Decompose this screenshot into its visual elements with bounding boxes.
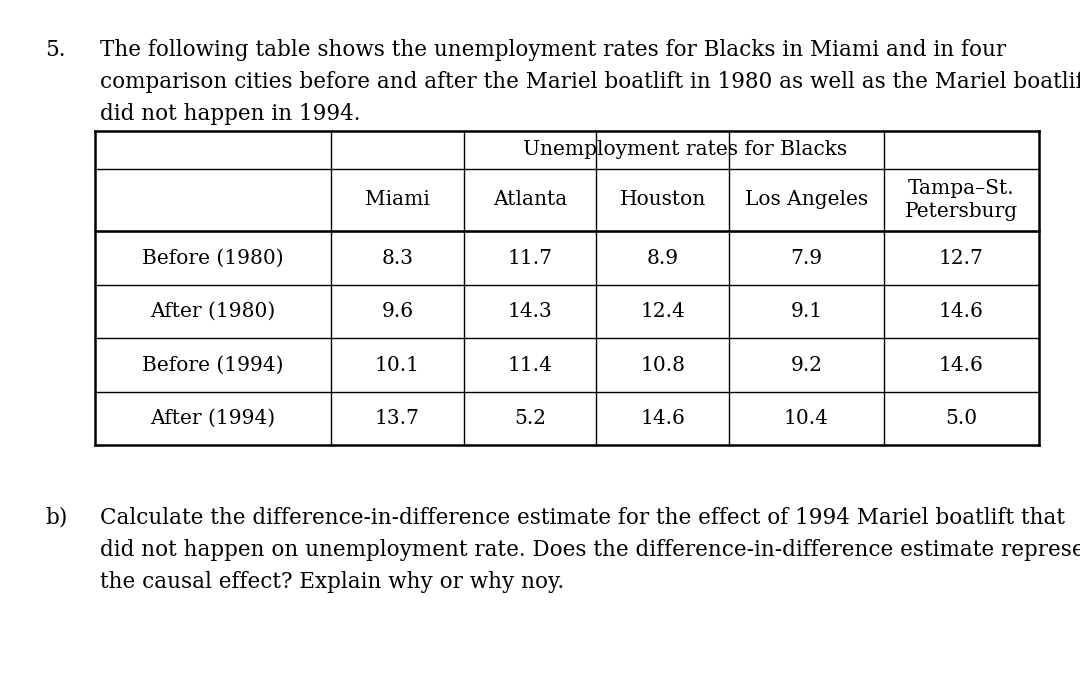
Text: 14.6: 14.6 [939, 356, 984, 375]
Text: Before (1980): Before (1980) [143, 249, 284, 268]
Text: Los Angeles: Los Angeles [745, 190, 868, 209]
Text: 11.4: 11.4 [508, 356, 552, 375]
Text: 5.0: 5.0 [945, 409, 977, 428]
Text: 9.2: 9.2 [791, 356, 822, 375]
Text: Atlanta: Atlanta [492, 190, 567, 209]
Text: 10.4: 10.4 [784, 409, 828, 428]
Text: the causal effect? Explain why or why noy.: the causal effect? Explain why or why no… [100, 571, 565, 593]
Text: b): b) [45, 507, 68, 528]
Text: 7.9: 7.9 [791, 249, 822, 268]
Text: Unemployment rates for Blacks: Unemployment rates for Blacks [523, 140, 847, 159]
Text: Before (1994): Before (1994) [143, 356, 284, 375]
Text: 9.1: 9.1 [791, 302, 822, 321]
Text: 14.6: 14.6 [939, 302, 984, 321]
Text: 8.9: 8.9 [647, 249, 678, 268]
Text: Calculate the difference-in-difference estimate for the effect of 1994 Mariel bo: Calculate the difference-in-difference e… [100, 507, 1066, 528]
Text: 5.2: 5.2 [514, 409, 545, 428]
Text: Houston: Houston [620, 190, 705, 209]
Text: 10.1: 10.1 [375, 356, 420, 375]
Text: comparison cities before and after the Mariel boatlift in 1980 as well as the Ma: comparison cities before and after the M… [100, 71, 1080, 93]
Text: 12.7: 12.7 [939, 249, 984, 268]
Text: Miami: Miami [365, 190, 430, 209]
Text: Tampa–St.
Petersburg: Tampa–St. Petersburg [905, 179, 1018, 221]
Text: 9.6: 9.6 [381, 302, 414, 321]
Text: did not happen on unemployment rate. Does the difference-in-difference estimate : did not happen on unemployment rate. Doe… [100, 539, 1080, 561]
Text: 8.3: 8.3 [381, 249, 414, 268]
Text: 14.6: 14.6 [640, 409, 685, 428]
Text: After (1994): After (1994) [150, 409, 275, 428]
Text: 11.7: 11.7 [508, 249, 552, 268]
Text: did not happen in 1994.: did not happen in 1994. [100, 103, 361, 125]
Text: 5.: 5. [45, 39, 66, 61]
Text: 10.8: 10.8 [640, 356, 685, 375]
Text: After (1980): After (1980) [150, 302, 275, 321]
Text: The following table shows the unemployment rates for Blacks in Miami and in four: The following table shows the unemployme… [100, 39, 1007, 61]
Text: 13.7: 13.7 [375, 409, 420, 428]
Text: 12.4: 12.4 [640, 302, 685, 321]
Text: 14.3: 14.3 [508, 302, 552, 321]
